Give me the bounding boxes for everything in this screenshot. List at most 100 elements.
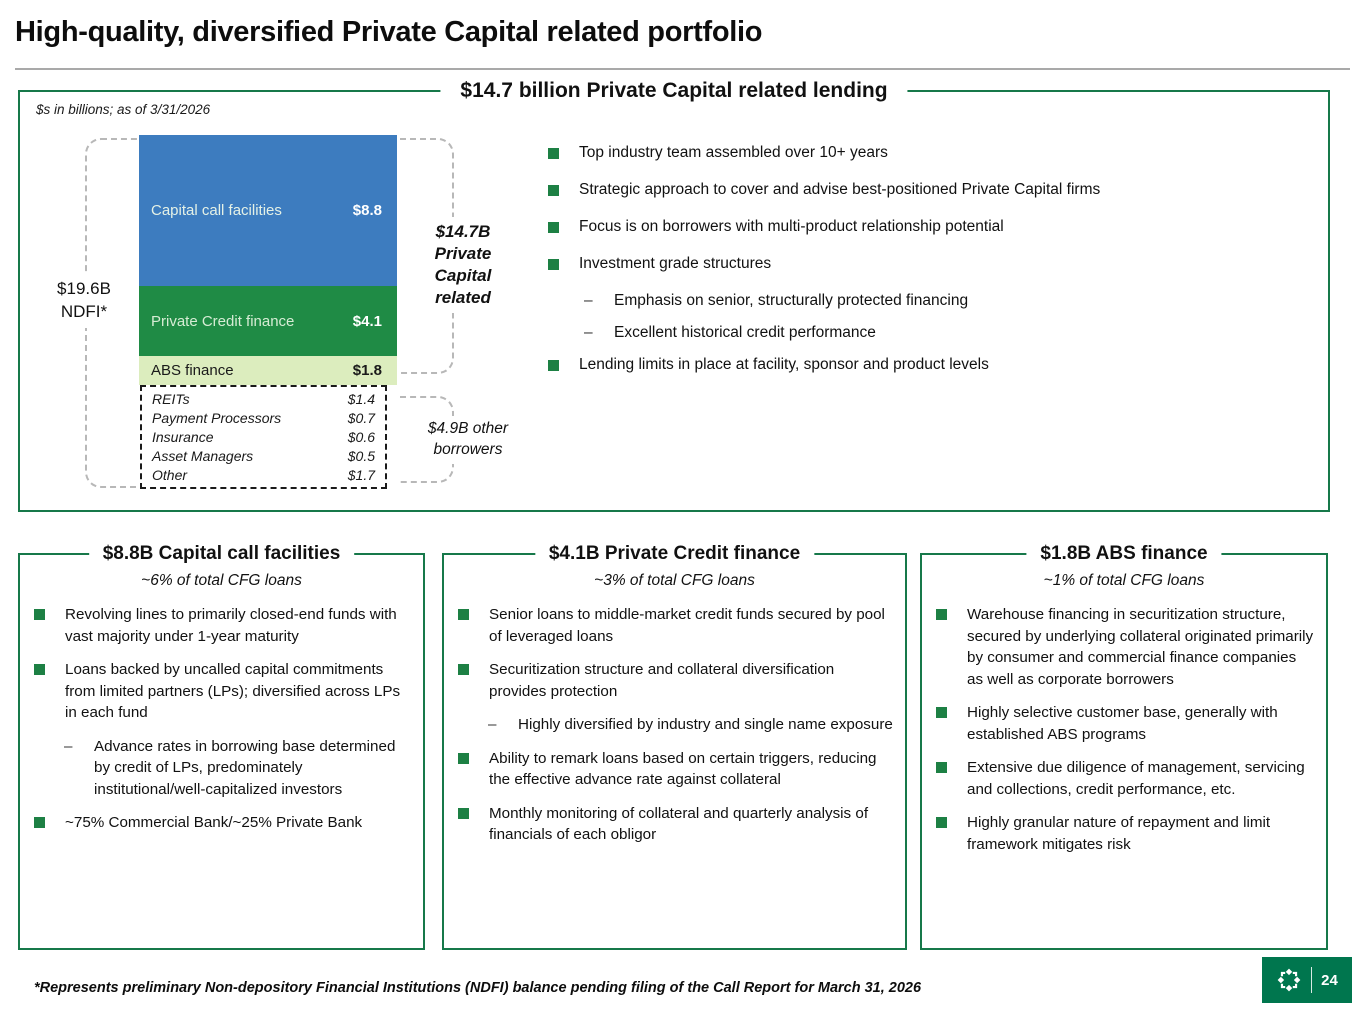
box-bullet-list: Senior loans to middle-market credit fun… xyxy=(444,604,905,846)
row-label: Payment Processors xyxy=(152,410,282,427)
stacked-bar-chart: Capital call facilities $8.8 Private Cre… xyxy=(139,135,397,385)
bullet-text: Emphasis on senior, structurally protect… xyxy=(614,292,969,309)
bullet-text: Warehouse financing in securitization st… xyxy=(967,606,1314,688)
row-label: REITs xyxy=(152,391,190,408)
bullet-text: Lending limits in place at facility, spo… xyxy=(579,356,989,373)
private-capital-lending-panel: $14.7 billion Private Capital related le… xyxy=(18,78,1330,512)
table-row: Payment Processors $0.7 xyxy=(152,409,375,427)
panel-title: $14.7 billion Private Capital related le… xyxy=(440,78,908,103)
page-title: High-quality, diversified Private Capita… xyxy=(15,16,763,48)
segment-value: $8.8 xyxy=(352,202,382,219)
key-points-list: Top industry team assembled over 10+ yea… xyxy=(548,142,1328,391)
list-item: Strategic approach to cover and advise b… xyxy=(548,179,1328,201)
table-row: Asset Managers $0.5 xyxy=(152,447,375,465)
page-number: 24 xyxy=(1321,971,1338,989)
segment-label: Capital call facilities xyxy=(151,202,282,219)
table-row: Other $1.7 xyxy=(152,466,375,484)
bullet-square-icon xyxy=(458,609,469,620)
list-item: Warehouse financing in securitization st… xyxy=(936,604,1314,690)
bullet-square-icon xyxy=(548,222,559,233)
list-item: Monthly monitoring of collateral and qua… xyxy=(458,803,893,846)
bullet-text: Securitization structure and collateral … xyxy=(489,661,835,700)
bullet-square-icon xyxy=(936,707,947,718)
dash-bullet-icon: – xyxy=(64,737,73,755)
list-item: Senior loans to middle-market credit fun… xyxy=(458,604,893,647)
bullet-square-icon xyxy=(458,752,469,764)
list-item: Revolving lines to primarily closed-end … xyxy=(34,604,411,647)
list-item: Ability to remark loans based on certain… xyxy=(458,748,893,791)
list-item: Extensive due diligence of management, s… xyxy=(936,757,1314,800)
segment-label: Private Credit finance xyxy=(151,312,295,330)
box-subtitle: ~6% of total CFG loans xyxy=(141,572,302,589)
box-subtitle: ~3% of total CFG loans xyxy=(594,572,755,589)
row-value: $1.7 xyxy=(347,466,375,483)
citizens-emblem-icon xyxy=(1276,967,1302,993)
bullet-square-icon xyxy=(458,807,469,819)
bar-segment-private-credit: Private Credit finance $4.1 xyxy=(139,286,397,356)
title-divider xyxy=(15,68,1350,70)
row-label: Asset Managers xyxy=(152,447,254,464)
bullet-text: Excellent historical credit performance xyxy=(614,324,876,341)
bullet-text: Ability to remark loans based on certain… xyxy=(489,749,877,789)
row-value: $0.5 xyxy=(347,447,375,464)
list-item: – Emphasis on senior, structurally protec… xyxy=(584,290,1328,312)
private-credit-finance-box: $4.1B Private Credit finance ~3% of tota… xyxy=(442,542,907,950)
bullet-text: Top industry team assembled over 10+ yea… xyxy=(579,144,888,161)
dash-bullet-icon: – xyxy=(584,324,593,341)
bullet-square-icon xyxy=(548,360,559,371)
row-value: $1.4 xyxy=(347,391,375,408)
units-note: $s in billions; as of 3/31/2026 xyxy=(36,102,211,117)
bullet-square-icon xyxy=(34,609,45,620)
bullet-text: Revolving lines to primarily closed-end … xyxy=(65,606,397,645)
list-item: Lending limits in place at facility, spo… xyxy=(548,354,1328,376)
box-subtitle: ~1% of total CFG loans xyxy=(1043,572,1205,589)
capital-call-facilities-box: $8.8B Capital call facilities ~6% of tot… xyxy=(18,542,425,950)
dash-bullet-icon: – xyxy=(584,292,593,309)
bullet-square-icon xyxy=(936,762,947,773)
segment-value: $1.8 xyxy=(352,362,382,379)
bullet-square-icon xyxy=(34,664,45,675)
segment-value: $4.1 xyxy=(352,312,382,330)
row-value: $0.7 xyxy=(347,410,375,427)
list-item: Securitization structure and collateral … xyxy=(458,659,893,702)
row-label: Insurance xyxy=(152,428,214,445)
segment-label: ABS finance xyxy=(151,362,234,379)
list-item: Top industry team assembled over 10+ yea… xyxy=(548,142,1328,164)
list-item: Investment grade structures xyxy=(548,253,1328,275)
box-title: $4.1B Private Credit finance xyxy=(534,542,815,565)
bullet-text: ~75% Commercial Bank/~25% Private Bank xyxy=(65,814,363,831)
box-title: $1.8B ABS finance xyxy=(1026,542,1222,565)
list-item: Highly selective customer base, generall… xyxy=(936,702,1314,745)
abs-finance-box: $1.8B ABS finance ~1% of total CFG loans… xyxy=(920,542,1328,950)
list-item: Loans backed by uncalled capital commitm… xyxy=(34,659,411,724)
table-row: REITs $1.4 xyxy=(152,390,375,408)
other-borrowers-total-label: $4.9B other borrowers xyxy=(404,416,532,464)
list-item: – Highly diversified by industry and sing… xyxy=(488,714,893,736)
list-item: Focus is on borrowers with multi-product… xyxy=(548,216,1328,238)
bullet-text: Investment grade structures xyxy=(579,255,772,272)
logo-divider xyxy=(1311,967,1313,993)
bar-segment-capital-call: Capital call facilities $8.8 xyxy=(139,135,397,286)
box-bullet-list: Warehouse financing in securitization st… xyxy=(922,604,1326,855)
bullet-square-icon xyxy=(936,609,947,620)
bar-segment-abs-finance: ABS finance $1.8 xyxy=(139,356,397,385)
row-label: Other xyxy=(152,466,188,483)
list-item: Highly granular nature of repayment and … xyxy=(936,812,1314,855)
bullet-text: Loans backed by uncalled capital commitm… xyxy=(65,661,401,721)
bullet-text: Highly granular nature of repayment and … xyxy=(967,814,1271,853)
bullet-square-icon xyxy=(548,185,559,196)
citizens-logo: 24 xyxy=(1262,957,1352,1003)
list-item: – Excellent historical credit performance xyxy=(584,322,1328,344)
box-bullet-list: Revolving lines to primarily closed-end … xyxy=(20,604,423,834)
bullet-square-icon xyxy=(936,817,947,828)
row-value: $0.6 xyxy=(347,428,375,445)
list-item: – Advance rates in borrowing base determi… xyxy=(64,736,411,801)
other-borrowers-table: REITs $1.4 Payment Processors $0.7 Insur… xyxy=(140,385,387,489)
bullet-square-icon xyxy=(548,148,559,159)
bullet-text: Senior loans to middle-market credit fun… xyxy=(489,606,885,645)
footnote: *Represents preliminary Non-depository F… xyxy=(34,980,922,996)
bullet-square-icon xyxy=(548,259,559,270)
private-capital-total-label: $14.7B Private Capital related xyxy=(408,217,518,314)
bullet-text: Highly selective customer base, generall… xyxy=(967,704,1278,743)
